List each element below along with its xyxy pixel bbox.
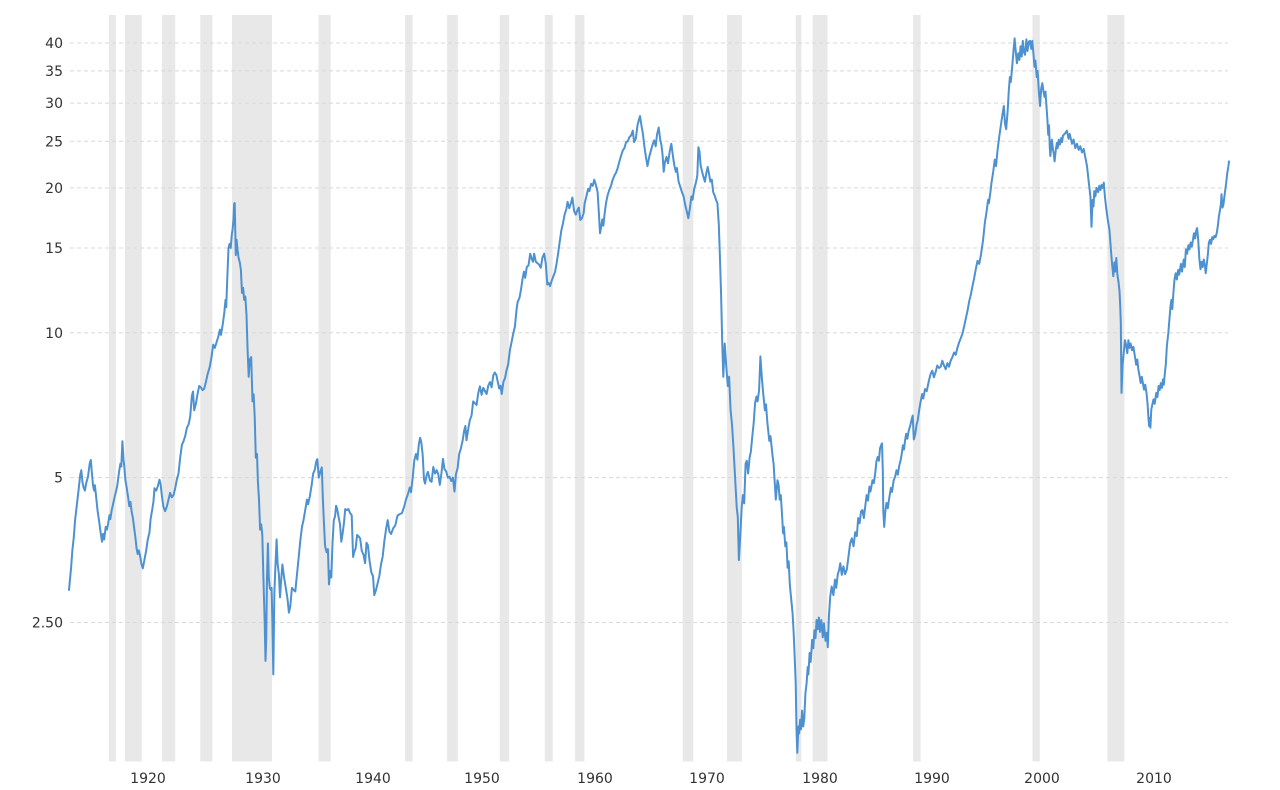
x-axis-label: 1950 bbox=[464, 771, 500, 787]
y-axis-label: 10 bbox=[45, 326, 63, 342]
recession-band bbox=[726, 15, 742, 762]
recession-band bbox=[544, 15, 553, 762]
y-axis-label: 25 bbox=[45, 134, 63, 150]
recession-band bbox=[447, 15, 458, 762]
x-axis-label: 1930 bbox=[245, 771, 281, 787]
recession-band bbox=[1032, 15, 1040, 762]
x-axis-label: 1960 bbox=[577, 771, 613, 787]
y-axis-label: 35 bbox=[45, 64, 63, 80]
recession-band bbox=[200, 15, 213, 762]
ratio-series-line[interactable] bbox=[68, 37, 1230, 754]
x-axis-label: 2000 bbox=[1024, 771, 1060, 787]
recession-band bbox=[795, 15, 802, 762]
y-axis-label: 40 bbox=[45, 36, 63, 52]
recession-band bbox=[575, 15, 585, 762]
x-axis-label: 1920 bbox=[130, 771, 166, 787]
x-axis-label: 1990 bbox=[914, 771, 950, 787]
y-axis-label: 2.50 bbox=[32, 616, 63, 632]
y-axis-labels: 2.50 5 10 15 20 25 30 35 40 bbox=[32, 36, 63, 632]
y-axis-label: 15 bbox=[45, 241, 63, 257]
y-axis-label: 5 bbox=[54, 471, 63, 487]
recession-band bbox=[109, 15, 116, 762]
recession-bands bbox=[109, 15, 1125, 762]
recession-band bbox=[1107, 15, 1125, 762]
x-axis-label: 1970 bbox=[689, 771, 725, 787]
x-axis-labels: 1920 1930 1940 1950 1960 1970 1980 1990 2000 2010 bbox=[130, 771, 1172, 787]
y-axis-label: 30 bbox=[45, 96, 63, 112]
recession-band bbox=[124, 15, 142, 762]
y-axis-label: 20 bbox=[45, 181, 63, 197]
recession-band bbox=[162, 15, 176, 762]
gridlines bbox=[70, 42, 1228, 623]
recession-band bbox=[682, 15, 694, 762]
recession-band bbox=[405, 15, 413, 762]
recession-band bbox=[913, 15, 921, 762]
recession-band bbox=[318, 15, 331, 762]
x-axis-label: 2010 bbox=[1136, 771, 1172, 787]
x-axis-label: 1980 bbox=[802, 771, 838, 787]
recession-band bbox=[812, 15, 828, 762]
recession-band bbox=[499, 15, 510, 762]
x-axis-label: 1940 bbox=[355, 771, 391, 787]
